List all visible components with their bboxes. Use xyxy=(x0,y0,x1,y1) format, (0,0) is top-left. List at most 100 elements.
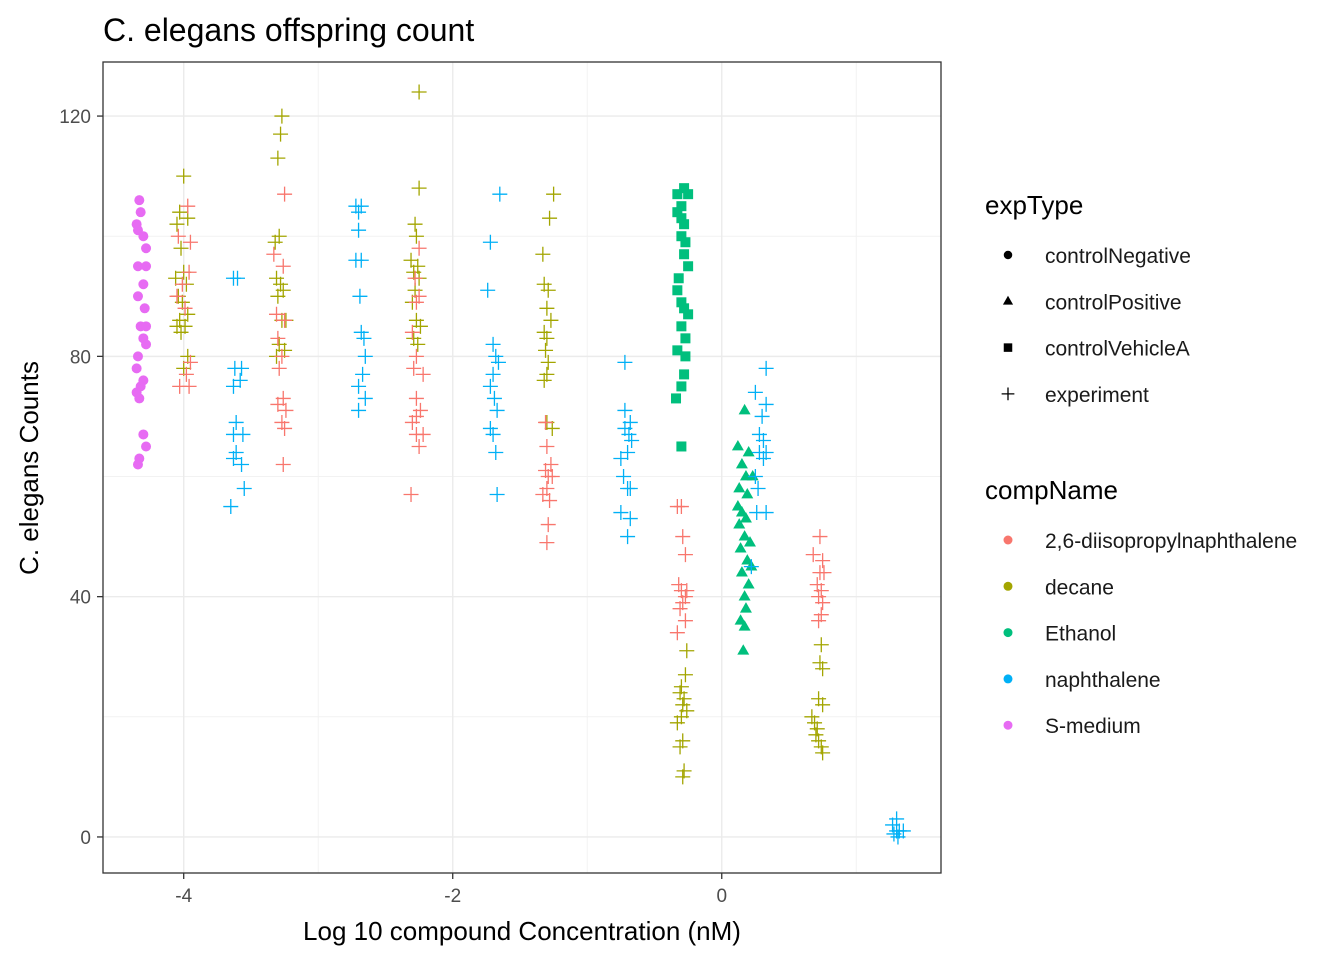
point-decane-experiment xyxy=(809,721,825,737)
point-ethanol-controlpositive xyxy=(731,439,744,451)
point-decane-experiment xyxy=(544,420,560,436)
point-decane-experiment xyxy=(807,715,823,731)
point-decane-experiment xyxy=(676,763,692,779)
point-2-6-diisopropylnaphthalene-experiment xyxy=(404,324,420,340)
point-decane-experiment xyxy=(672,739,688,755)
point-2-6-diisopropylnaphthalene-experiment xyxy=(816,565,832,581)
point-decane-experiment xyxy=(676,691,692,707)
point-naphthalene-experiment xyxy=(489,402,505,418)
point-decane-experiment xyxy=(406,330,422,346)
legend-label-compname: decane xyxy=(1045,576,1114,599)
minor-grid xyxy=(103,62,941,873)
point-naphthalene-experiment xyxy=(482,378,498,394)
point-2-6-diisopropylnaphthalene-experiment xyxy=(274,348,290,364)
point-2-6-diisopropylnaphthalene-experiment xyxy=(671,577,687,593)
point-2-6-diisopropylnaphthalene-experiment xyxy=(407,270,423,286)
point-s-medium-controlnegative xyxy=(141,441,152,452)
point-s-medium-controlnegative xyxy=(141,261,152,272)
point-naphthalene-experiment xyxy=(480,282,496,298)
point-2-6-diisopropylnaphthalene-experiment xyxy=(811,613,827,629)
y-axis: 0 40 80 120 xyxy=(59,107,103,849)
point-2-6-diisopropylnaphthalene-experiment xyxy=(181,378,197,394)
point-naphthalene-experiment xyxy=(223,499,239,515)
point-decane-experiment xyxy=(815,697,831,713)
point-naphthalene-experiment xyxy=(351,378,367,394)
point-2-6-diisopropylnaphthalene-experiment xyxy=(182,354,198,370)
point-naphthalene-experiment xyxy=(620,444,636,460)
point-2-6-diisopropylnaphthalene-experiment xyxy=(408,294,424,310)
point-decane-experiment xyxy=(540,282,556,298)
point-naphthalene-experiment xyxy=(486,390,502,406)
point-2-6-diisopropylnaphthalene-experiment xyxy=(275,258,291,274)
point-s-medium-controlnegative xyxy=(138,429,149,440)
point-2-6-diisopropylnaphthalene-experiment xyxy=(539,438,555,454)
point-naphthalene-experiment xyxy=(886,826,902,842)
point-ethanol-controlpositive xyxy=(733,482,746,493)
point-decane-experiment xyxy=(673,679,689,695)
y-tick-label: 120 xyxy=(59,107,91,128)
point-2-6-diisopropylnaphthalene-experiment xyxy=(544,469,560,485)
point-2-6-diisopropylnaphthalene-experiment xyxy=(673,499,689,515)
point-s-medium-controlnegative xyxy=(132,261,143,272)
point-ethanol-controlvehiclea xyxy=(680,237,691,248)
point-decane-experiment xyxy=(543,312,559,328)
point-decane-experiment xyxy=(813,637,829,653)
point-decane-experiment xyxy=(180,348,196,364)
point-naphthalene-experiment xyxy=(758,360,774,376)
legend-title-exptype: expType xyxy=(985,190,1083,220)
point-s-medium-controlnegative xyxy=(135,207,146,218)
point-ethanol-controlpositive xyxy=(739,512,752,523)
point-ethanol-controlvehiclea xyxy=(676,441,687,452)
point-decane-experiment xyxy=(669,715,685,731)
point-naphthalene-experiment xyxy=(743,559,759,575)
point-ethanol-controlvehiclea xyxy=(672,189,683,200)
point-2-6-diisopropylnaphthalene-experiment xyxy=(404,414,420,430)
point-naphthalene-experiment xyxy=(234,360,250,376)
point-naphthalene-experiment xyxy=(755,432,771,448)
point-decane-experiment xyxy=(277,342,293,358)
point-2-6-diisopropylnaphthalene-experiment xyxy=(815,595,831,611)
point-naphthalene-experiment xyxy=(355,366,371,382)
point-ethanol-controlpositive xyxy=(737,644,750,655)
point-naphthalene-experiment xyxy=(232,372,248,388)
point-2-6-diisopropylnaphthalene-experiment xyxy=(812,529,828,545)
point-2-6-diisopropylnaphthalene-experiment xyxy=(182,234,198,250)
point-2-6-diisopropylnaphthalene-experiment xyxy=(408,390,424,406)
point-2-6-diisopropylnaphthalene-experiment xyxy=(269,306,285,322)
point-2-6-diisopropylnaphthalene-experiment xyxy=(813,583,829,599)
point-s-medium-controlnegative xyxy=(134,393,145,404)
point-decane-experiment xyxy=(542,210,558,226)
major-grid xyxy=(103,62,941,873)
point-2-6-diisopropylnaphthalene-experiment xyxy=(181,264,197,280)
legend-key-controlnegative xyxy=(1003,250,1013,260)
point-ethanol-controlvehiclea xyxy=(679,183,690,194)
point-naphthalene-experiment xyxy=(755,450,771,466)
point-ethanol-controlvehiclea xyxy=(676,201,687,212)
point-2-6-diisopropylnaphthalene-experiment xyxy=(406,360,422,376)
point-2-6-diisopropylnaphthalene-experiment xyxy=(403,487,419,503)
point-decane-experiment xyxy=(270,288,286,304)
point-2-6-diisopropylnaphthalene-experiment xyxy=(415,366,431,382)
point-decane-experiment xyxy=(177,318,193,334)
point-2-6-diisopropylnaphthalene-experiment xyxy=(813,607,829,623)
point-naphthalene-experiment xyxy=(624,432,640,448)
point-2-6-diisopropylnaphthalene-experiment xyxy=(178,366,194,382)
point-ethanol-controlvehiclea xyxy=(672,207,683,218)
point-decane-experiment xyxy=(539,366,555,382)
point-decane-experiment xyxy=(815,745,831,761)
point-ethanol-controlpositive xyxy=(733,518,746,529)
point-naphthalene-experiment xyxy=(230,270,246,286)
point-2-6-diisopropylnaphthalene-experiment xyxy=(411,240,427,256)
point-decane-experiment xyxy=(270,150,286,166)
point-decane-experiment xyxy=(677,667,693,683)
point-naphthalene-experiment xyxy=(485,426,501,442)
point-s-medium-controlnegative xyxy=(139,303,150,314)
point-ethanol-controlvehiclea xyxy=(679,219,690,230)
point-decane-experiment xyxy=(813,739,829,755)
point-decane-experiment xyxy=(675,697,691,713)
point-decane-experiment xyxy=(410,336,426,352)
point-2-6-diisopropylnaphthalene-experiment xyxy=(277,420,293,436)
point-2-6-diisopropylnaphthalene-experiment xyxy=(675,595,691,611)
plot-panel xyxy=(103,62,941,873)
